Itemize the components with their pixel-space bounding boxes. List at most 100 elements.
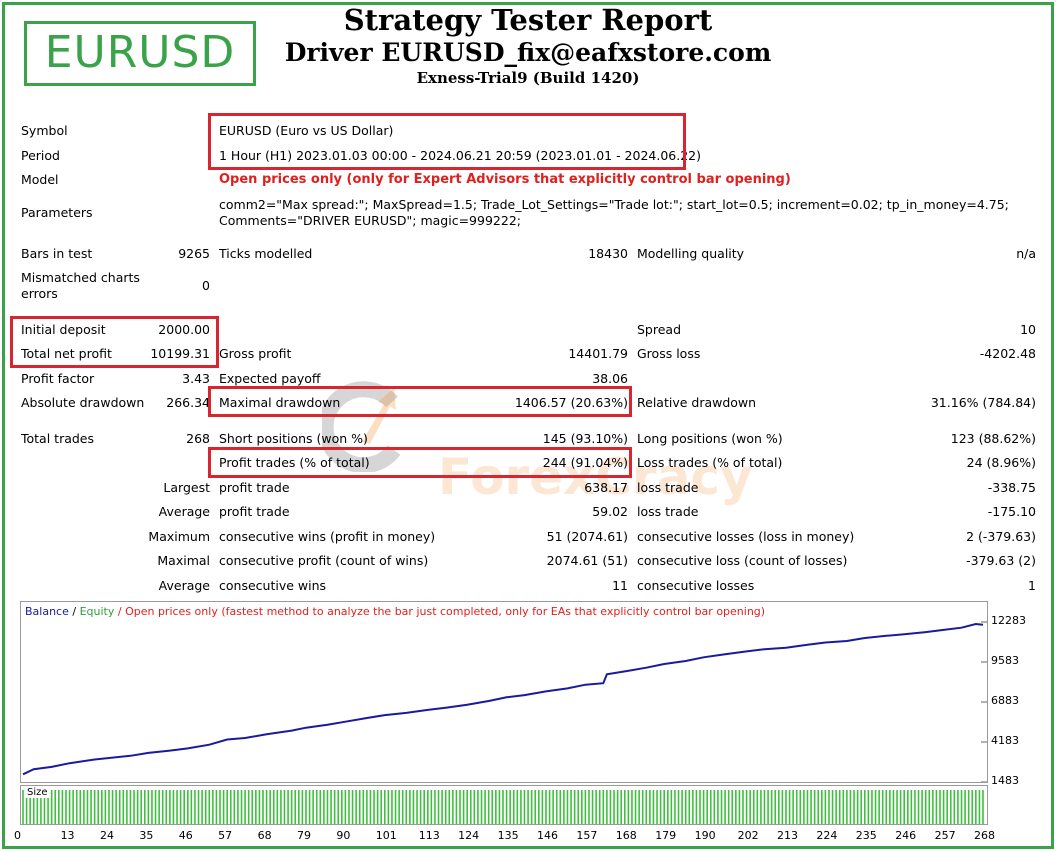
x-tick-label: 190: [694, 829, 716, 842]
x-tick-label: 246: [895, 829, 917, 842]
x-tick-label: 90: [336, 829, 351, 842]
chart-legend: Balance / Equity / Open prices only (fas…: [25, 605, 765, 618]
y-tick-label: 4183: [991, 734, 1019, 747]
net-profit-value: 10199.31: [150, 346, 210, 361]
report-title: Strategy Tester Report: [343, 3, 713, 37]
y-tick-label: 9583: [991, 654, 1019, 667]
short-positions-label: Short positions (won %): [219, 431, 368, 446]
largest-label: Largest: [163, 480, 210, 495]
avg-wins-label: consecutive wins: [219, 578, 327, 593]
size-label: Size: [25, 787, 50, 798]
spread-value: 10: [1020, 322, 1036, 337]
x-tick-label: 0: [14, 829, 21, 842]
bars-value: 9265: [178, 246, 210, 261]
ticks-label: Ticks modelled: [219, 246, 313, 261]
spread-label: Spread: [637, 322, 682, 337]
ticks-value: 18430: [588, 246, 628, 261]
symbol-value: EURUSD (Euro vs US Dollar): [219, 123, 394, 138]
highlight-deposit-profit: [10, 316, 219, 368]
avg-wins-value: 11: [612, 578, 628, 593]
mismatch-value: 0: [202, 278, 210, 293]
mismatch-label-2: errors: [21, 286, 58, 301]
model-label: Model: [21, 172, 59, 187]
mismatch-label-1: Mismatched charts: [21, 270, 140, 285]
x-tick-label: 146: [536, 829, 558, 842]
maximal-profit-label: consecutive profit (count of wins): [219, 553, 429, 568]
largest-profit-label: profit trade: [219, 480, 290, 495]
max-losses-value: 2 (-379.63): [966, 529, 1036, 544]
maximal-profit-value: 2074.61 (51): [546, 553, 628, 568]
total-trades-value: 268: [186, 431, 210, 446]
x-tick-label: 257: [934, 829, 956, 842]
x-tick-label: 79: [296, 829, 311, 842]
largest-loss-label: loss trade: [637, 480, 699, 495]
profit-trades-label: Profit trades (% of total): [219, 455, 370, 470]
largest-profit-value: 638.17: [584, 480, 628, 495]
y-tick-label: 6883: [991, 694, 1019, 707]
x-tick-label: 202: [737, 829, 759, 842]
x-tick-label: 46: [178, 829, 193, 842]
highlight-symbol-period: [208, 113, 686, 170]
long-positions-label: Long positions (won %): [637, 431, 783, 446]
expected-payoff-label: Expected payoff: [219, 371, 321, 386]
gross-loss-value: -4202.48: [979, 346, 1036, 361]
loss-trades-label: Loss trades (% of total): [637, 455, 783, 470]
max-drawdown-label: Maximal drawdown: [219, 395, 341, 410]
y-tick-label: 12283: [991, 614, 1026, 627]
legend-equity: Equity: [79, 605, 115, 618]
rel-drawdown-label: Relative drawdown: [637, 395, 757, 410]
period-label: Period: [21, 148, 60, 163]
long-positions-value: 123 (88.62%): [950, 431, 1036, 446]
net-profit-label: Total net profit: [21, 346, 112, 361]
maximal-loss-value: -379.63 (2): [966, 553, 1036, 568]
legend-note: / Open prices only (fastest method to an…: [114, 605, 766, 618]
symbol-label: Symbol: [21, 123, 68, 138]
balance-chart-plot: [22, 621, 987, 783]
size-plot: [22, 790, 984, 824]
gross-profit-value: 14401.79: [568, 346, 628, 361]
abs-drawdown-value: 266.34: [166, 395, 210, 410]
profit-trades-value: 244 (91.04%): [542, 455, 628, 470]
loss-trades-value: 24 (8.96%): [966, 455, 1036, 470]
abs-drawdown-label: Absolute drawdown: [21, 395, 145, 410]
params-line-2: Comments="DRIVER EURUSD"; magic=999222;: [219, 213, 521, 228]
x-tick-label: 35: [139, 829, 154, 842]
max-wins-label: consecutive wins (profit in money): [219, 529, 436, 544]
gross-profit-label: Gross profit: [219, 346, 292, 361]
x-tick-label: 235: [855, 829, 877, 842]
x-tick-label: 24: [99, 829, 114, 842]
report-subtitle: Driver EURUSD_fix@eafxstore.com: [284, 38, 772, 67]
avg-profit-label: profit trade: [219, 504, 290, 519]
x-tick-label: 224: [816, 829, 838, 842]
highlight-max-drawdown: [208, 386, 632, 417]
bars-label: Bars in test: [21, 246, 93, 261]
x-tick-label: 168: [615, 829, 637, 842]
deposit-label: Initial deposit: [21, 322, 106, 337]
avg-losses-value: 1: [1028, 578, 1036, 593]
maximal-loss-label: consecutive loss (count of losses): [637, 553, 848, 568]
avg-loss-value: -175.10: [987, 504, 1036, 519]
x-tick-label: 113: [418, 829, 440, 842]
rel-drawdown-value: 31.16% (784.84): [930, 395, 1036, 410]
profit-factor-label: Profit factor: [21, 371, 95, 386]
avg-loss-label: loss trade: [637, 504, 699, 519]
max-wins-value: 51 (2074.61): [546, 529, 628, 544]
deposit-value: 2000.00: [158, 322, 210, 337]
max-losses-label: consecutive losses (loss in money): [637, 529, 855, 544]
x-tick-label: 101: [375, 829, 397, 842]
period-value: 1 Hour (H1) 2023.01.03 00:00 - 2024.06.2…: [219, 148, 702, 163]
x-tick-label: 124: [458, 829, 480, 842]
profit-factor-value: 3.43: [182, 371, 210, 386]
size-bar: [20, 785, 988, 825]
average-label: Average: [158, 504, 210, 519]
legend-sep-1: /: [68, 605, 80, 618]
model-value: Open prices only (only for Expert Adviso…: [219, 172, 791, 187]
symbol-logo: EURUSD: [24, 21, 256, 86]
gross-loss-label: Gross loss: [637, 346, 701, 361]
total-trades-label: Total trades: [21, 431, 95, 446]
maximal-label: Maximal: [157, 553, 210, 568]
x-tick-label: 179: [655, 829, 677, 842]
avg-losses-label: consecutive losses: [637, 578, 755, 593]
expected-payoff-value: 38.06: [592, 371, 628, 386]
